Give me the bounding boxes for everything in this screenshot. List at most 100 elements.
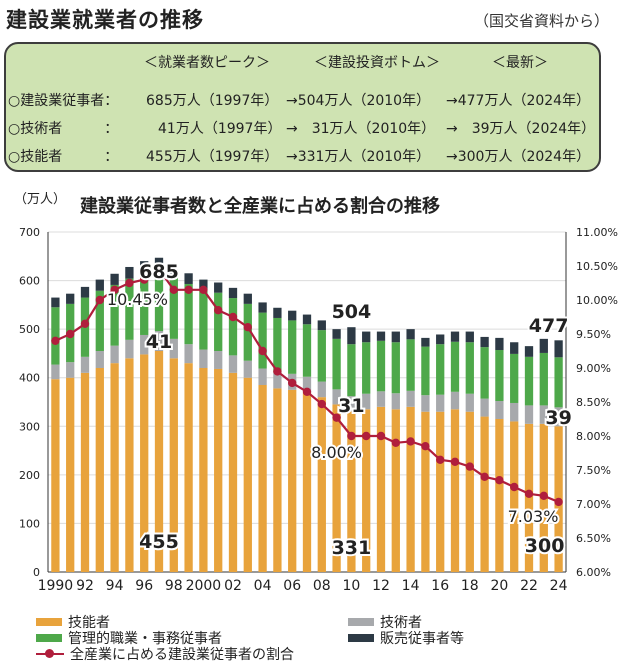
- bar-segment: [524, 346, 534, 357]
- bar-segment: [214, 282, 223, 293]
- y2-tick-label: 7.50%: [576, 464, 611, 477]
- bar-segment: [288, 389, 297, 572]
- bar-segment: [554, 357, 563, 408]
- legend-label: 販売従事者等: [380, 631, 464, 647]
- legend-sales: 販売従事者等: [348, 628, 464, 648]
- bar-segment: [199, 290, 208, 350]
- y2-tick-label: 8.50%: [576, 396, 611, 409]
- y-tick-label: 0: [33, 566, 40, 579]
- bar-segment: [66, 362, 75, 378]
- page-title: 建設業就業者の推移: [6, 8, 204, 32]
- bar-segment: [110, 284, 119, 346]
- data-label-total-2024: 477: [529, 315, 569, 337]
- bar-segment: [110, 363, 119, 572]
- bar-segment: [406, 339, 415, 391]
- bar-segment: [51, 379, 60, 572]
- summary-heading-latest: ＜最新＞: [492, 55, 548, 71]
- ratio-point: [436, 455, 445, 464]
- bar-segment: [154, 269, 164, 332]
- ratio-point: [110, 285, 119, 294]
- bar-segment: [154, 257, 164, 270]
- bar-segment: [228, 355, 238, 373]
- bar-segment: [421, 411, 430, 572]
- bar-segment: [273, 307, 282, 318]
- ratio-point: [214, 306, 223, 315]
- bar-segment: [80, 286, 90, 298]
- x-tick-label: 06: [283, 578, 301, 594]
- bar-segment: [376, 391, 386, 407]
- bar-segment: [524, 405, 534, 424]
- y-axis-unit: （万人）: [14, 192, 67, 207]
- x-tick-label: 98: [165, 578, 183, 594]
- bar-segment: [125, 358, 134, 572]
- data-label-ratio-2024: 7.03%: [508, 507, 559, 526]
- ratio-point: [51, 336, 60, 345]
- bar-segment: [347, 411, 356, 572]
- summary-row-label: ○技術者 ：: [8, 121, 119, 137]
- bar-segment: [317, 381, 326, 398]
- legend-swatch: [348, 618, 374, 626]
- y2-tick-label: 6.00%: [576, 566, 611, 579]
- bar-segment: [554, 407, 563, 427]
- bar-segment: [169, 358, 178, 572]
- bar-segment: [302, 376, 312, 393]
- bar-segment: [228, 287, 238, 299]
- legend-label: 技術者: [380, 615, 422, 631]
- data-label-ratio-1997: 10.45%: [107, 290, 168, 309]
- legend-swatch: [36, 634, 62, 642]
- y-tick-label: 500: [19, 323, 40, 336]
- bar-segment: [199, 279, 208, 291]
- summary-row-bottom: →331万人（2010年）: [286, 149, 431, 165]
- bar-segment: [258, 312, 267, 369]
- bar-segment: [140, 354, 149, 572]
- bar-segment: [169, 266, 178, 279]
- ratio-point: [169, 285, 178, 294]
- bar-segment: [450, 341, 460, 392]
- bar-segment: [317, 330, 326, 382]
- x-tick-label: 10: [342, 578, 360, 594]
- bar-segment: [510, 402, 519, 422]
- bar-segment: [125, 278, 134, 340]
- bar-segment: [391, 409, 400, 572]
- x-tick-label: 02: [224, 578, 242, 594]
- ratio-point: [510, 482, 519, 492]
- bar-segment: [480, 416, 489, 572]
- ratio-point: [495, 476, 504, 485]
- legend-engineers: 技術者: [348, 612, 422, 632]
- data-label-skilled-2024: 300: [525, 535, 565, 557]
- bar-segment: [436, 394, 445, 412]
- data-label-engineers-1997: 41: [146, 331, 172, 353]
- bar-segment: [317, 320, 326, 331]
- summary-row-workers: ○建設業従事者： 685万人（1997年） →504万人（2010年） →477…: [6, 90, 599, 116]
- ratio-point: [80, 319, 90, 328]
- legend-label: 技能者: [68, 615, 110, 631]
- bar-segment: [495, 337, 504, 351]
- bar-segment: [95, 368, 104, 572]
- ratio-point: [376, 431, 386, 441]
- ratio-point: [480, 472, 489, 481]
- bar-segment: [51, 307, 60, 365]
- y2-tick-label: 8.00%: [576, 430, 611, 443]
- x-tick-label: 94: [106, 578, 124, 594]
- bar-segment: [184, 283, 193, 345]
- ratio-point: [317, 399, 326, 409]
- summary-row-latest: → 39万人（2024年）: [446, 121, 596, 137]
- summary-row-bottom: → 31万人（2010年）: [286, 121, 436, 137]
- bar-segment: [480, 347, 489, 399]
- bar-segment: [140, 272, 149, 335]
- bar-segment: [406, 390, 415, 407]
- bar-segment: [228, 372, 238, 572]
- x-tick-label: 92: [76, 578, 94, 594]
- bar-segment: [154, 331, 164, 351]
- bar-segment: [362, 331, 371, 343]
- data-label-skilled-2010: 331: [332, 537, 372, 559]
- ratio-point: [554, 497, 563, 507]
- bar-segment: [465, 331, 474, 343]
- bar-segment: [317, 397, 326, 572]
- ratio-point: [347, 431, 356, 441]
- ratio-point: [184, 285, 193, 294]
- bar-segment: [169, 338, 178, 359]
- y2-tick-label: 9.50%: [576, 328, 611, 341]
- bar-segment: [539, 338, 548, 353]
